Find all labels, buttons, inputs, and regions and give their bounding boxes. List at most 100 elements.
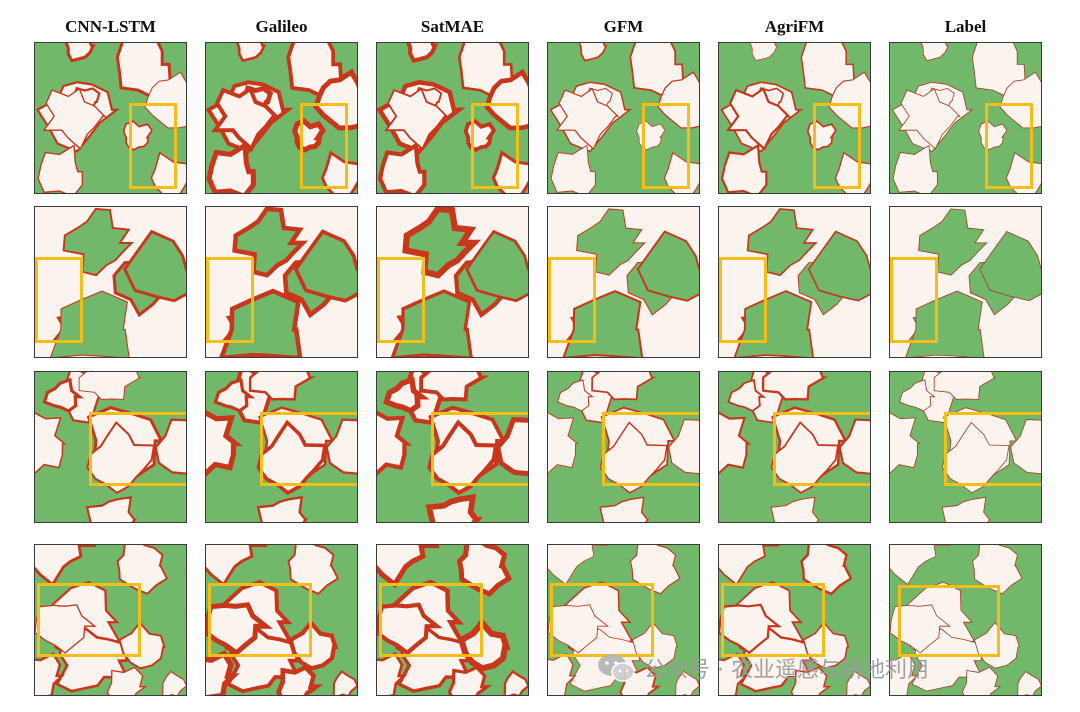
highlight-box bbox=[548, 257, 596, 343]
region bbox=[1017, 670, 1041, 695]
region bbox=[725, 87, 792, 151]
region bbox=[890, 604, 951, 654]
region bbox=[236, 43, 267, 63]
region bbox=[402, 207, 482, 279]
highlight-box bbox=[721, 583, 825, 657]
region bbox=[456, 545, 513, 597]
highlight-box bbox=[719, 257, 767, 343]
region bbox=[206, 650, 240, 695]
highlight-box bbox=[898, 585, 1000, 657]
highlight-box bbox=[89, 412, 186, 486]
segmentation-map bbox=[206, 372, 357, 522]
region bbox=[790, 666, 832, 695]
map-tile-r4-galileo bbox=[205, 544, 358, 696]
region bbox=[834, 151, 870, 193]
segmentation-map bbox=[890, 372, 1041, 522]
region bbox=[37, 144, 84, 193]
segmentation-map bbox=[206, 545, 357, 695]
region bbox=[548, 652, 577, 695]
map-tile-r4-agrifm bbox=[718, 544, 871, 696]
region bbox=[807, 230, 870, 302]
region bbox=[213, 377, 256, 413]
region bbox=[377, 602, 443, 656]
highlight-box bbox=[813, 103, 861, 189]
region bbox=[838, 418, 870, 475]
highlight-box bbox=[550, 583, 654, 657]
map-tile-r2-label bbox=[889, 206, 1042, 358]
segmentation-map bbox=[548, 43, 699, 193]
region bbox=[591, 372, 657, 401]
region bbox=[663, 151, 699, 193]
region bbox=[578, 43, 608, 62]
map-tile-r2-agrifm bbox=[718, 206, 871, 358]
region bbox=[419, 372, 490, 402]
column-header-label: Label bbox=[944, 17, 987, 36]
region bbox=[275, 664, 324, 695]
region bbox=[636, 230, 699, 302]
region bbox=[384, 87, 449, 151]
segmentation-map bbox=[890, 43, 1041, 193]
region bbox=[979, 231, 1041, 302]
region bbox=[898, 88, 961, 150]
column-header-galileo: Galileo bbox=[255, 17, 308, 36]
region bbox=[599, 496, 650, 522]
region bbox=[206, 602, 273, 657]
region bbox=[377, 545, 440, 589]
region bbox=[287, 545, 340, 595]
highlight-box bbox=[773, 412, 870, 486]
map-tile-r2-galileo bbox=[205, 206, 358, 358]
region bbox=[406, 43, 439, 63]
map-tile-r2-gfm bbox=[547, 206, 700, 358]
region bbox=[719, 652, 749, 695]
map-tile-r1-label bbox=[889, 42, 1042, 194]
region bbox=[35, 652, 66, 695]
region bbox=[325, 418, 357, 475]
map-tile-r3-satmae bbox=[376, 371, 529, 523]
segmentation-map bbox=[377, 43, 528, 193]
segmentation-map bbox=[890, 545, 1041, 695]
region bbox=[116, 545, 169, 595]
highlight-box bbox=[206, 257, 254, 343]
region bbox=[750, 43, 778, 62]
region bbox=[495, 417, 528, 477]
region bbox=[154, 418, 186, 475]
region bbox=[720, 143, 768, 193]
map-tile-r4-satmae bbox=[376, 544, 529, 696]
segmentation-map bbox=[548, 372, 699, 522]
region bbox=[232, 207, 309, 278]
region bbox=[293, 229, 357, 303]
highlight-box bbox=[35, 257, 83, 343]
highlight-box bbox=[300, 103, 348, 189]
region bbox=[35, 604, 97, 654]
segmentation-map bbox=[377, 207, 528, 357]
region bbox=[447, 665, 493, 695]
column-header-satmae: SatMAE bbox=[420, 17, 485, 36]
segmentation-map bbox=[35, 207, 186, 357]
region bbox=[248, 372, 316, 401]
region bbox=[206, 410, 243, 477]
region bbox=[576, 208, 646, 276]
region bbox=[550, 144, 596, 193]
map-tile-r2-satmae bbox=[376, 206, 529, 358]
region bbox=[556, 379, 595, 412]
map-tile-r1-galileo bbox=[205, 42, 358, 194]
region bbox=[377, 651, 408, 695]
map-tile-r1-cnn-lstm bbox=[34, 42, 187, 194]
highlight-box bbox=[208, 583, 312, 657]
region bbox=[465, 229, 528, 303]
highlight-box bbox=[890, 257, 938, 343]
segmentation-map bbox=[890, 207, 1041, 357]
region bbox=[85, 496, 138, 522]
map-tile-r1-agrifm bbox=[718, 42, 871, 194]
wechat-icon bbox=[598, 654, 635, 682]
region bbox=[256, 495, 309, 522]
region bbox=[162, 670, 186, 695]
region bbox=[35, 412, 67, 475]
region bbox=[892, 144, 938, 193]
map-tile-r3-gfm bbox=[547, 371, 700, 523]
region bbox=[890, 545, 950, 586]
region bbox=[629, 545, 681, 595]
region bbox=[846, 670, 870, 695]
region bbox=[377, 410, 413, 476]
map-tile-r2-cnn-lstm bbox=[34, 206, 187, 358]
